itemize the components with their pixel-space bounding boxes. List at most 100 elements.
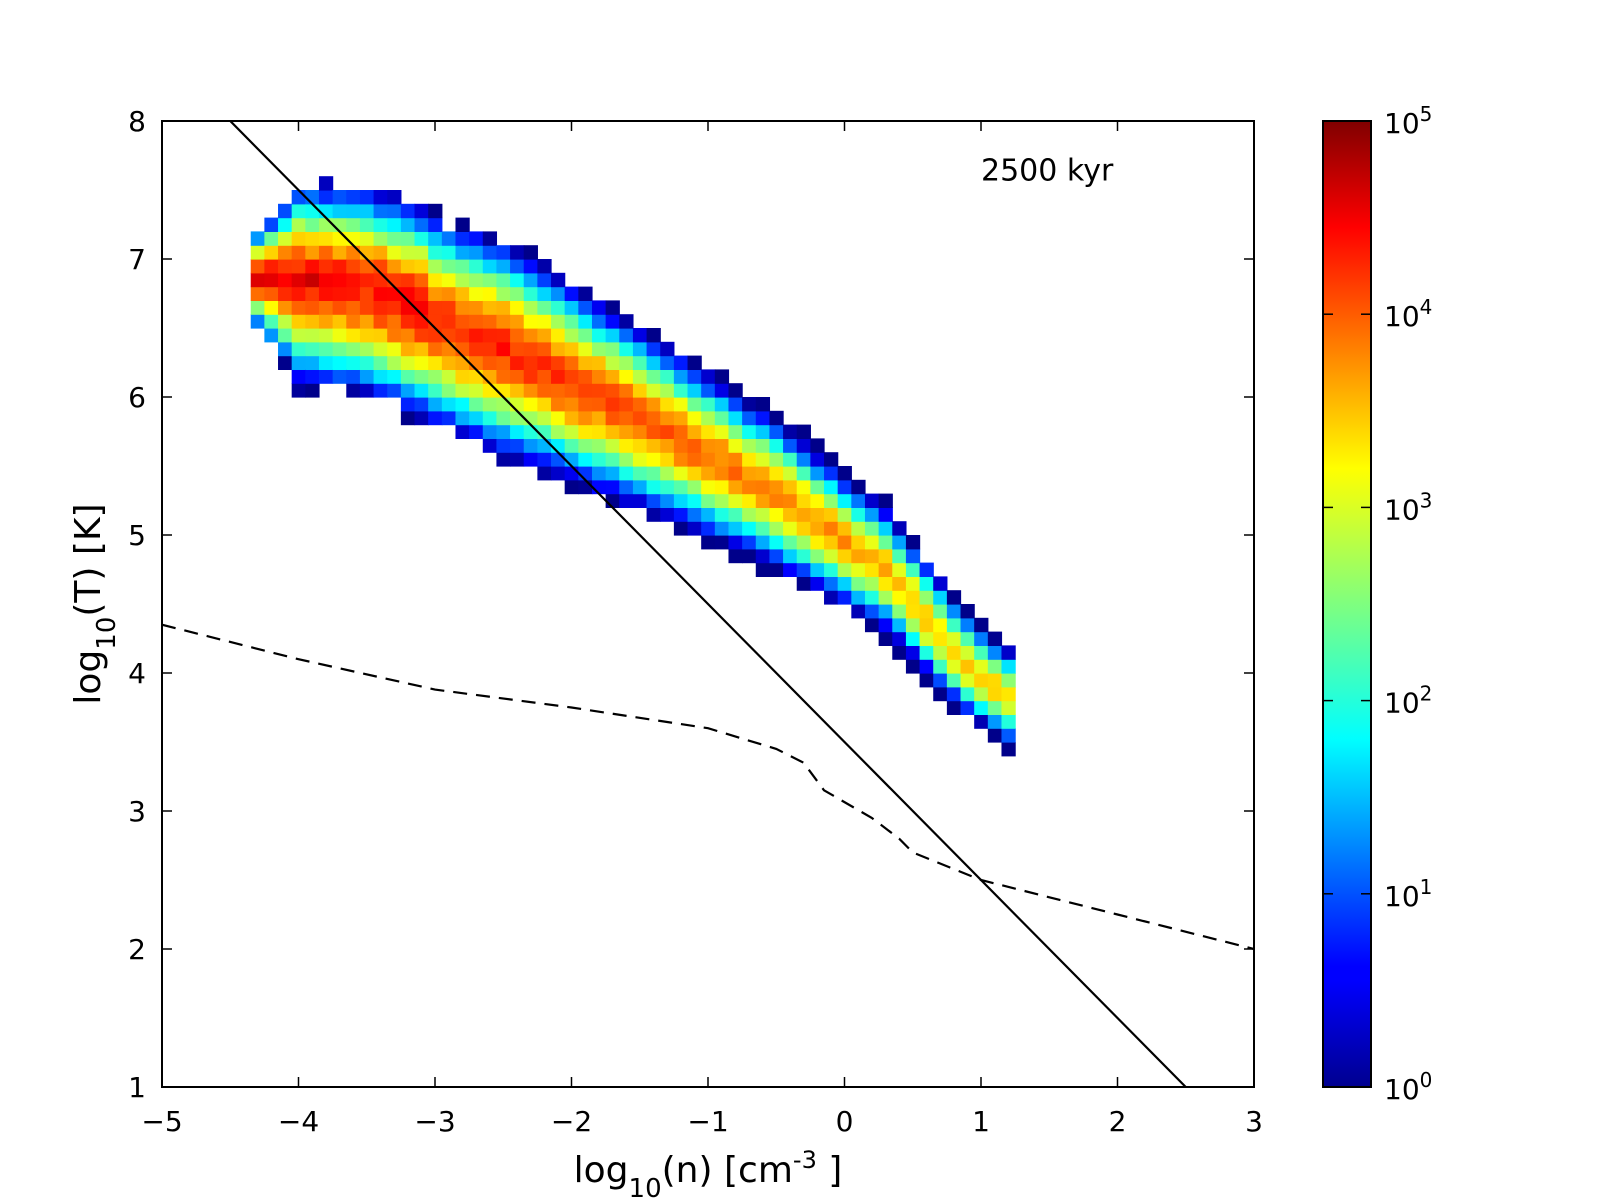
heatmap-cell [1001, 742, 1016, 757]
heatmap-cell [455, 259, 470, 274]
heatmap-cell [400, 383, 416, 398]
heatmap-cell [673, 383, 689, 398]
heatmap-cell [783, 493, 798, 508]
heatmap-cell [578, 383, 593, 398]
heatmap-cell [851, 493, 866, 508]
heatmap-cell [687, 369, 702, 384]
heatmap-cell [264, 259, 279, 274]
heatmap-cell [441, 286, 457, 301]
heatmap-cell [564, 328, 579, 343]
heatmap-cell [933, 659, 948, 674]
heatmap-cell [632, 397, 648, 412]
heatmap-cell [537, 410, 552, 426]
heatmap-cell [646, 452, 661, 467]
heatmap-cell [987, 673, 1003, 688]
heatmap-cell [783, 521, 798, 536]
heatmap-cell [387, 286, 402, 301]
heatmap-cell [318, 203, 334, 219]
heatmap-cell [564, 410, 579, 426]
heatmap-cell [346, 272, 361, 288]
colorbar-tick-label: 104 [1384, 295, 1432, 333]
heatmap-cell [469, 259, 484, 274]
heatmap-cell [919, 604, 934, 619]
heatmap-cell [714, 535, 730, 550]
heatmap-cell [646, 438, 661, 453]
heatmap-cell [714, 452, 730, 467]
heatmap-cell [824, 493, 839, 508]
heatmap-cell [605, 300, 620, 315]
heatmap-cell [400, 397, 416, 412]
heatmap-cell [605, 438, 620, 453]
heatmap-cell [742, 424, 757, 439]
heatmap-cell [291, 341, 306, 357]
heatmap-cell [455, 410, 470, 426]
heatmap-cell [619, 452, 634, 467]
heatmap-cell [578, 466, 593, 481]
heatmap-cell [400, 231, 416, 246]
heatmap-cell [387, 300, 402, 315]
heatmap-cell [551, 410, 566, 426]
heatmap-cell [987, 686, 1003, 702]
heatmap-cell [305, 314, 320, 329]
heatmap-cell [755, 507, 771, 522]
heatmap-cell [373, 286, 388, 301]
heatmap-cell [332, 300, 347, 315]
heatmap-cell [359, 190, 375, 205]
heatmap-cell [824, 507, 839, 522]
heatmap-cell [455, 397, 470, 412]
heatmap-cell [387, 245, 402, 260]
heatmap-cell [332, 355, 347, 370]
heatmap-cell [933, 590, 948, 605]
heatmap-cell [332, 190, 347, 205]
heatmap-cell [387, 259, 402, 274]
heatmap-cell [591, 466, 607, 481]
heatmap-cell [373, 217, 388, 232]
heatmap-cell [291, 203, 306, 219]
heatmap-cell [578, 341, 593, 357]
heatmap-cell [278, 259, 293, 274]
heatmap-cell [441, 231, 457, 246]
heatmap-cell [264, 286, 279, 301]
heatmap-cell [482, 383, 498, 398]
heatmap-cell [619, 466, 634, 481]
heatmap-cell [496, 438, 511, 453]
heatmap-cell [400, 217, 416, 232]
heatmap-cell [578, 438, 593, 453]
heatmap-cell [769, 562, 784, 577]
heatmap-cell [346, 286, 361, 301]
heatmap-cell [318, 341, 334, 357]
heatmap-cell [905, 604, 921, 619]
heatmap-cell [318, 259, 334, 274]
x-axis-label: log10(n) [cm-3 ] [574, 1146, 843, 1200]
heatmap-cell [919, 673, 934, 688]
heatmap-cell [578, 300, 593, 315]
heatmap-cell [537, 341, 552, 357]
heatmap-cell [250, 245, 265, 260]
heatmap-cell [455, 245, 470, 260]
heatmap-cell [400, 410, 416, 426]
x-tick-label: −2 [551, 1105, 592, 1138]
heatmap-cell [660, 479, 675, 495]
heatmap-cell [578, 410, 593, 426]
heatmap-cell [824, 562, 839, 577]
heatmap-cell [318, 300, 334, 315]
heatmap-cell [537, 259, 552, 274]
x-axis-label-sup: -3 [793, 1146, 817, 1174]
heatmap-cell [810, 493, 825, 508]
heatmap-cell [837, 548, 852, 564]
heatmap-cell [441, 369, 457, 384]
heatmap-cell [346, 203, 361, 219]
heatmap-cell [523, 383, 538, 398]
heatmap-cell [742, 535, 757, 550]
heatmap-cell [441, 397, 457, 412]
heatmap-cell [414, 217, 429, 232]
heatmap-cell [810, 479, 825, 495]
heatmap-cell [687, 452, 702, 467]
heatmap-cell [755, 438, 771, 453]
overlay-lines [162, 121, 1254, 1087]
heatmap-cell [496, 341, 511, 357]
heatmap-cell [646, 424, 661, 439]
colorbar-gradient [1322, 120, 1372, 1088]
heatmap-cell [482, 355, 498, 370]
heatmap-cell [769, 493, 784, 508]
